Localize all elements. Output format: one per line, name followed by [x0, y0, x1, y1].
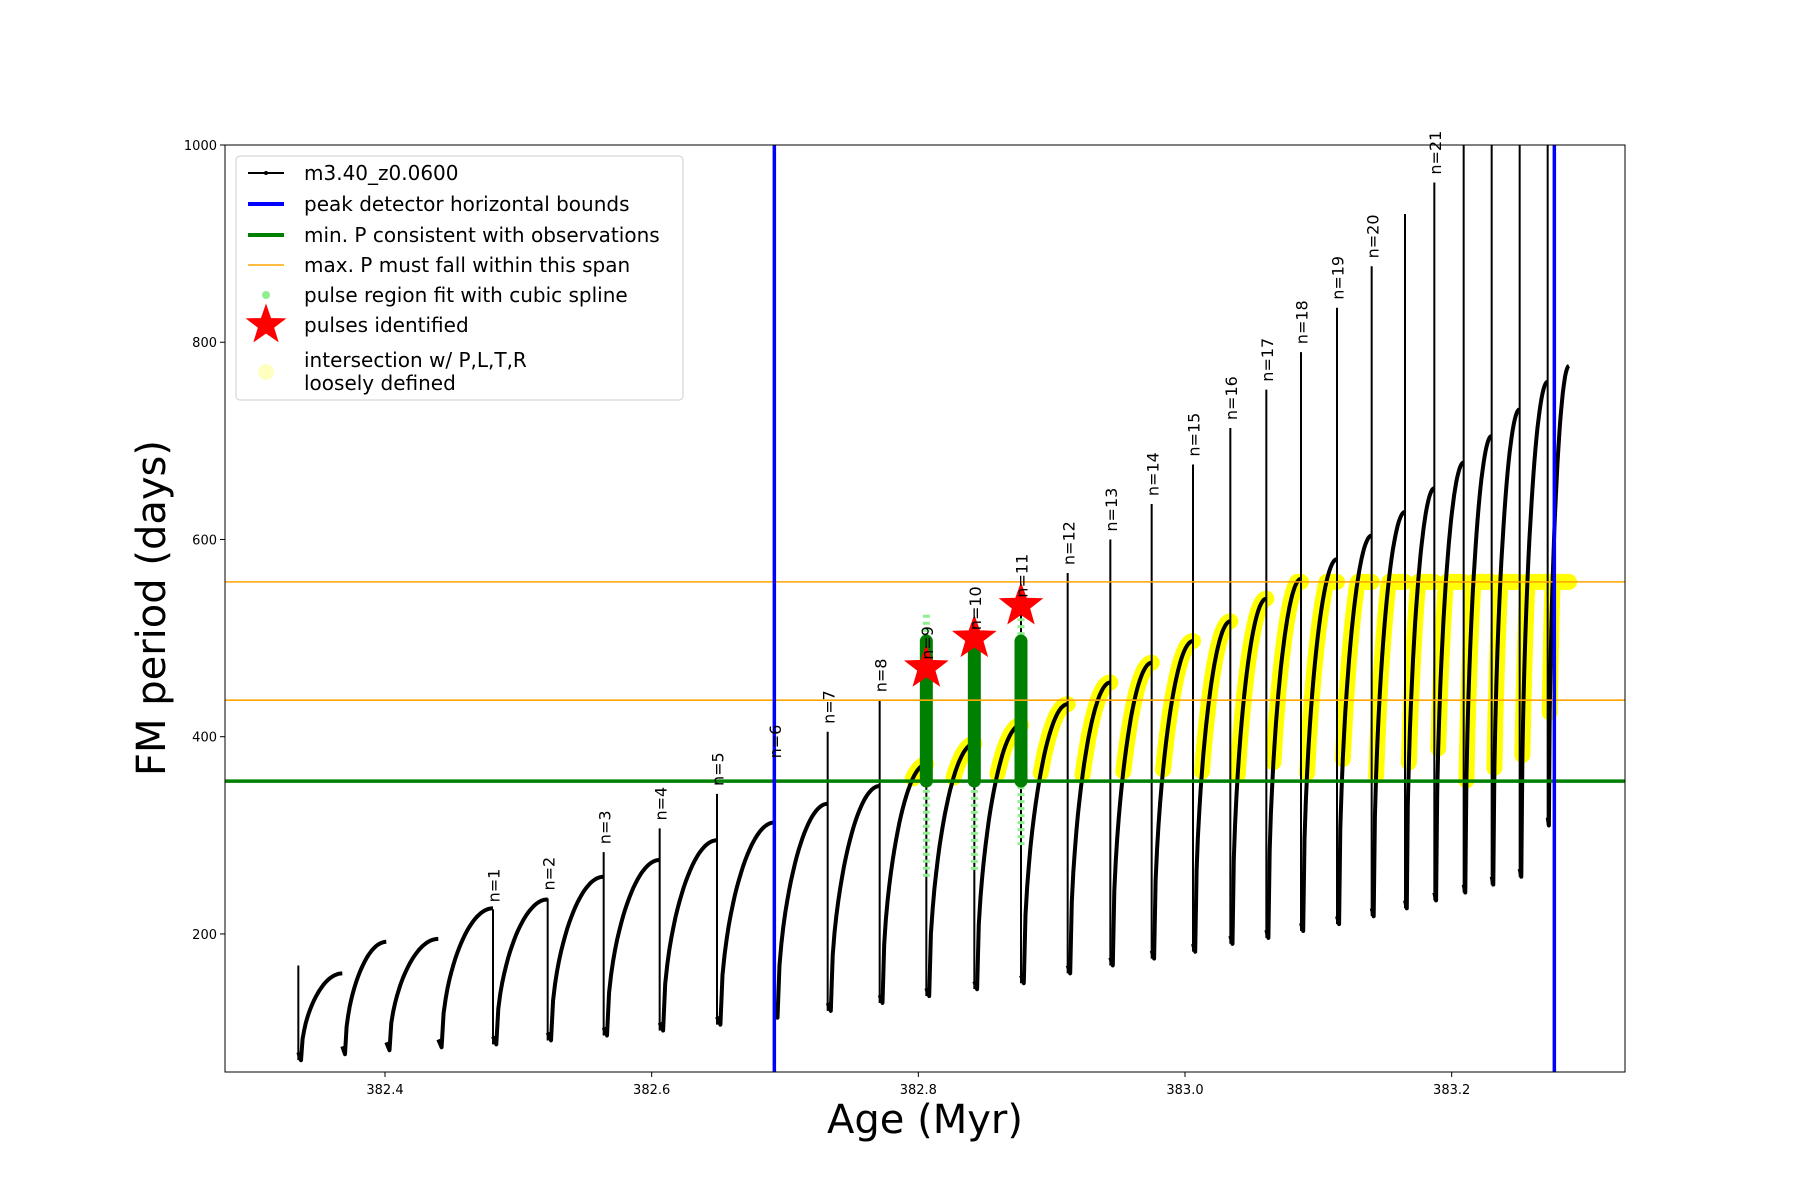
x-tick-label: 382.6 — [633, 1083, 670, 1098]
y-axis-label: FM period (days) — [129, 440, 175, 776]
pulse-label: n=9 — [918, 626, 937, 660]
plot-frame — [224, 144, 1626, 1073]
pulse-label: n=7 — [819, 690, 838, 724]
track-cycle — [715, 820, 775, 1027]
pulse-labels: n=1 n=2 n=3 n=4 n=5 n=6 n=7 n=8 n=9 n=10 n=11 n=12 n… — [485, 131, 1445, 903]
legend-marker-star — [245, 303, 287, 343]
track-cycle — [1019, 702, 1068, 986]
track-cycle — [825, 784, 880, 1013]
y-tick-label: 1000 — [184, 139, 217, 154]
track-cycle — [1545, 364, 1571, 828]
pulse-label: n=18 — [1293, 300, 1312, 344]
legend-marker-loose — [258, 364, 274, 380]
pulse-label: n=8 — [871, 659, 890, 693]
pulse-label: n=12 — [1059, 521, 1078, 565]
pulse-star — [903, 644, 949, 687]
pulse-label: n=14 — [1143, 452, 1162, 496]
legend-label: pulse region fit with cubic spline — [304, 283, 628, 307]
pulse-label: n=6 — [766, 725, 785, 759]
track-cycle — [1108, 660, 1153, 968]
pulse-label: n=10 — [966, 586, 985, 630]
pulse-star — [998, 582, 1044, 625]
legend-label: pulses identified — [304, 313, 469, 337]
intersection-band — [1194, 613, 1239, 780]
intersection-band — [1074, 674, 1119, 784]
y-axis-ticks: 200 400 600 800 1000 — [184, 139, 225, 943]
track-cycle — [1517, 379, 1549, 879]
track-cycle — [657, 838, 718, 1033]
track-cycle — [972, 722, 1022, 992]
track-cycle — [1461, 434, 1493, 895]
track-cycle — [601, 858, 660, 1038]
track-cycle — [1264, 576, 1302, 940]
track-cycle — [1065, 680, 1111, 976]
track-cycle — [1191, 619, 1231, 954]
track-cycle — [545, 874, 604, 1043]
y-tick-label: 200 — [192, 928, 217, 943]
pulse-label: n=20 — [1363, 214, 1382, 258]
track-cycle — [924, 741, 975, 999]
track-cycle — [1149, 639, 1194, 961]
legend-label: min. P consistent with observations — [304, 223, 660, 247]
track-cycle — [296, 971, 343, 1063]
legend-marker-track-dot — [264, 171, 268, 175]
pulse-label: n=2 — [539, 857, 558, 891]
legend-label: intersection w/ P,L,T,R — [304, 348, 527, 372]
legend-label: loosely defined — [304, 371, 456, 395]
x-tick-label: 382.8 — [900, 1083, 937, 1098]
horizontal-reference-lines — [225, 581, 1625, 783]
track-cycle — [340, 939, 387, 1057]
pulse-label: n=11 — [1013, 554, 1032, 598]
pulse-label: n=5 — [709, 752, 728, 786]
y-tick-label: 400 — [192, 731, 217, 746]
pulse-label: n=19 — [1329, 256, 1348, 300]
pulse-label: n=17 — [1258, 338, 1277, 382]
track-cycle — [1489, 407, 1521, 887]
x-axis-ticks: 382.4 382.6 382.8 383.0 383.2 — [366, 1072, 1470, 1098]
pulse-label: n=13 — [1102, 488, 1121, 532]
pulse-label: n=4 — [651, 787, 670, 821]
intersection-band — [1032, 696, 1076, 781]
pulse-star — [951, 614, 997, 658]
pulse-label: n=1 — [485, 869, 504, 903]
pulse-label: n=3 — [595, 810, 614, 844]
intersection-band — [1115, 654, 1160, 780]
legend-box — [235, 155, 684, 401]
plot-area — [225, 145, 1625, 1072]
pulses-identified — [903, 582, 1044, 687]
y-tick-label: 800 — [192, 336, 217, 351]
legend-label: peak detector horizontal bounds — [304, 192, 630, 216]
intersection-band — [1229, 590, 1275, 783]
track-cycle — [491, 897, 548, 1047]
track-cycle — [1299, 557, 1338, 933]
track-cycle — [877, 762, 927, 1005]
evolution-track-m3.40_z0.0600 — [296, 145, 1571, 1063]
x-tick-label: 382.4 — [366, 1083, 403, 1098]
pulse-label: n=15 — [1185, 413, 1204, 457]
legend-label: max. P must fall within this span — [304, 253, 630, 277]
pulse-label: n=16 — [1222, 376, 1241, 420]
x-tick-label: 383.0 — [1166, 1083, 1203, 1098]
x-tick-label: 383.2 — [1433, 1083, 1470, 1098]
peak-detector-bounds — [772, 145, 1557, 1072]
intersection-band — [1155, 633, 1201, 778]
pulse-label: n=21 — [1426, 131, 1445, 175]
track-cycle — [384, 936, 439, 1053]
y-tick-label: 600 — [192, 533, 217, 548]
legend-label: m3.40_z0.0600 — [304, 161, 459, 185]
track-cycle — [1432, 460, 1465, 903]
legend-marker-spline — [262, 291, 270, 299]
track-cycle — [1335, 533, 1373, 927]
track-cycle — [772, 801, 828, 1020]
track-cycle — [436, 906, 494, 1050]
track-cycle — [1228, 596, 1267, 946]
track-cycle — [1403, 486, 1436, 911]
x-axis-label: Age (Myr) — [827, 1097, 1023, 1143]
